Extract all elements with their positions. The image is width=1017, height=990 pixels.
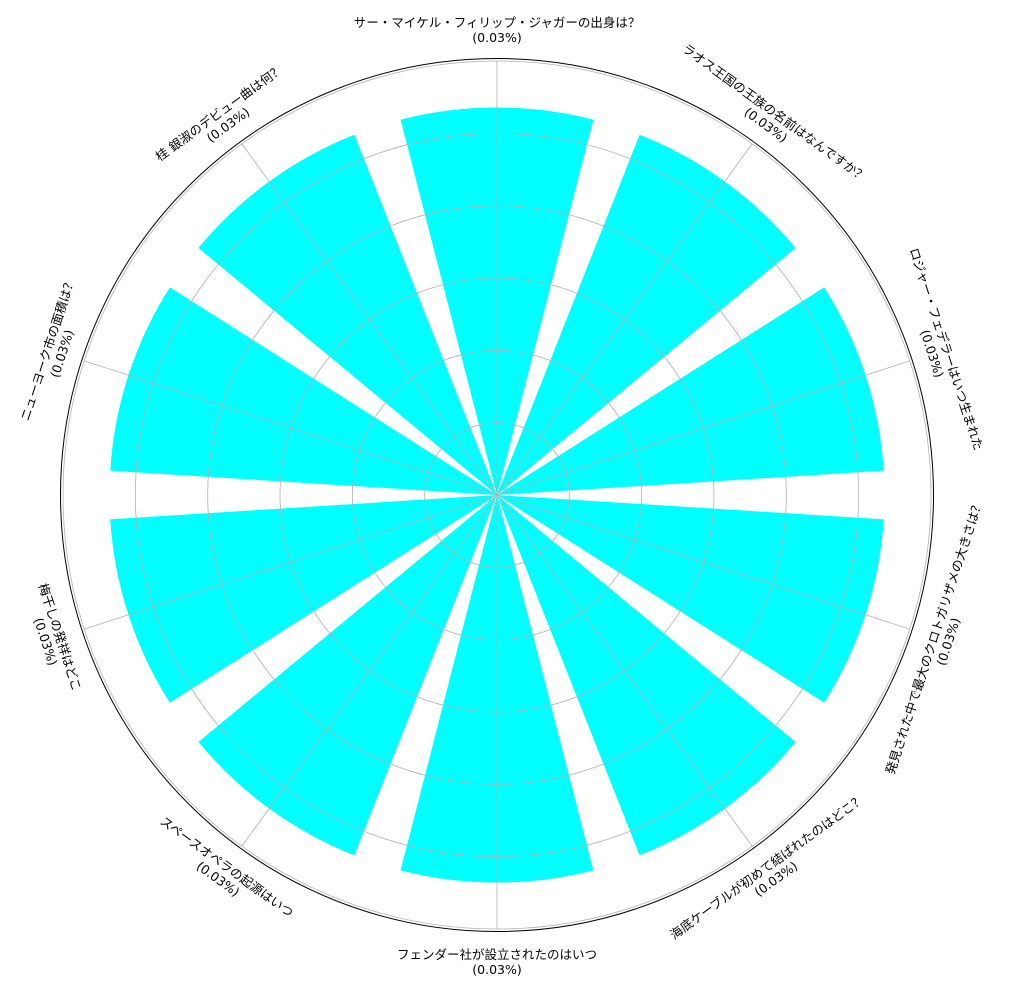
grid-spoke-10: [241, 143, 498, 496]
grid-spoke-7: [241, 494, 498, 847]
grid-spoke-3: [496, 360, 910, 496]
bar-9: [110, 287, 497, 495]
category-name: 桂 銀淑のデビュー曲は何？: [153, 61, 286, 164]
bar-5: [497, 495, 796, 856]
bar-3: [497, 287, 884, 495]
category-label-10: 桂 銀淑のデビュー曲は何？(0.03%): [153, 61, 286, 164]
bar-2: [497, 134, 796, 495]
category-name: ロジャー・フェデラーはいつ生まれた: [907, 246, 987, 452]
grid-layer: [62, 60, 932, 930]
category-label-6: フェンダー社が設立されたのはいつ(0.03%): [397, 947, 597, 977]
bar-8: [110, 495, 497, 703]
category-name: 発見された中で最大のクロトガリザメの大きさは？: [882, 498, 985, 776]
category-name: スペースオペラの起源はいつ: [157, 813, 296, 920]
category-label-9: ニューヨーク市の面積は？(0.03%): [17, 275, 78, 422]
category-label-1: サー・マイケル・フィリップ・ジャガーの出身は？(0.03%): [354, 15, 641, 45]
grid-spoke-4: [496, 494, 910, 630]
bars-layer: [110, 107, 884, 883]
grid-spoke-8: [84, 494, 498, 630]
category-name: サー・マイケル・フィリップ・ジャガーの出身は？: [354, 15, 641, 30]
category-percent: (0.03%): [472, 30, 521, 45]
category-name: フェンダー社が設立されたのはいつ: [397, 947, 597, 962]
category-percent: (0.03%): [472, 962, 521, 977]
category-label-4: 発見された中で最大のクロトガリザメの大きさは？(0.03%): [882, 498, 985, 776]
grid-spoke-5: [496, 494, 753, 847]
grid-spoke-9: [84, 360, 498, 496]
polar-frame: [60, 58, 934, 932]
bar-7: [198, 495, 497, 856]
category-label-8: 梅干しの発祥はどこ(0.03%): [31, 581, 85, 692]
bar-4: [497, 495, 884, 703]
bar-10: [198, 134, 497, 495]
frame-circle: [60, 58, 934, 932]
grid-spoke-2: [496, 143, 753, 496]
